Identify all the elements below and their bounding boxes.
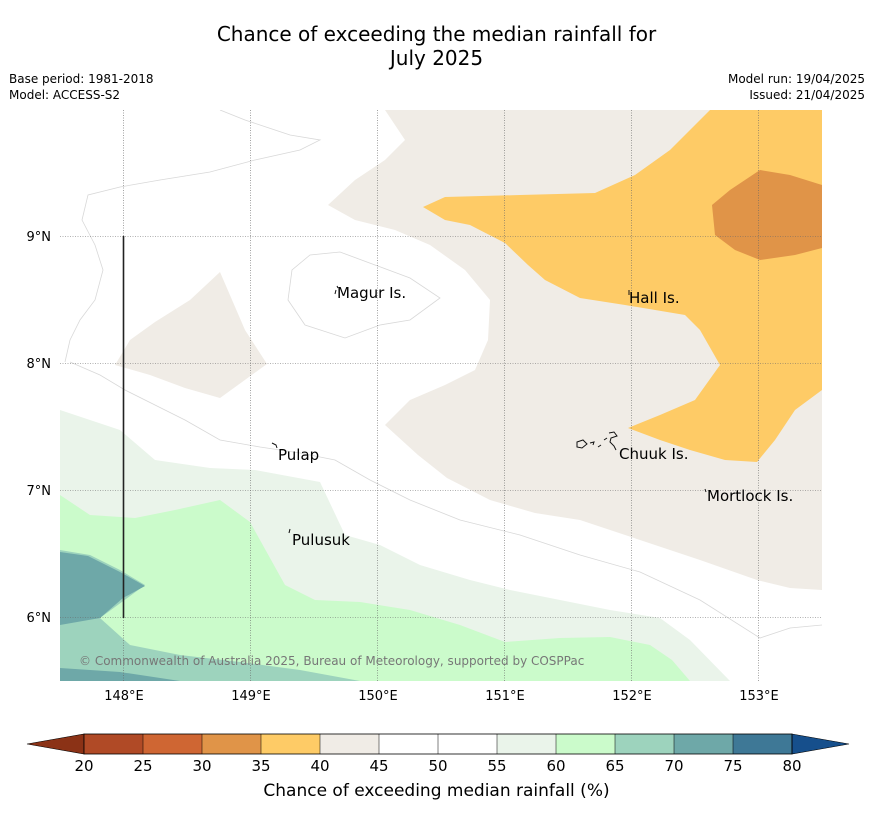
y-tick-label: 6°N bbox=[27, 611, 52, 626]
place-label-pulap: Pulap bbox=[278, 446, 319, 464]
issued-date: Issued: 21/04/2025 bbox=[749, 88, 865, 102]
x-axis: 148°E 149°E 150°E 151°E 152°E 153°E bbox=[104, 689, 779, 704]
colorbar-tick-label: 35 bbox=[251, 757, 270, 775]
colorbar-tick-label: 60 bbox=[546, 757, 565, 775]
base-period: Base period: 1981-2018 bbox=[9, 72, 154, 86]
colorbar-tick-label: 80 bbox=[782, 757, 801, 775]
y-tick-label: 7°N bbox=[27, 484, 52, 499]
colorbar-tick-label: 30 bbox=[192, 757, 211, 775]
colorbar-tick-label: 45 bbox=[369, 757, 388, 775]
colorbar-bin bbox=[556, 734, 615, 754]
region-70-75-south bbox=[60, 668, 180, 681]
colorbar-tick-label: 70 bbox=[664, 757, 683, 775]
region-30-35 bbox=[712, 170, 822, 260]
colorbar-dividers bbox=[142, 734, 734, 754]
colorbar-bin bbox=[615, 734, 674, 754]
island-marks bbox=[271, 285, 707, 534]
magur-island-mark bbox=[334, 285, 339, 295]
colorbar-tick-label: 65 bbox=[605, 757, 624, 775]
colorbar: 20 25 30 35 40 45 50 55 60 65 70 75 80 bbox=[26, 733, 850, 775]
colorbar-bin bbox=[438, 734, 497, 754]
base-info: Base period: 1981-2018 Model: ACCESS-S2 bbox=[9, 71, 154, 103]
colorbar-bin bbox=[497, 734, 556, 754]
colorbar-tick-label: 50 bbox=[428, 757, 447, 775]
colorbar-bin bbox=[320, 734, 379, 754]
colorbar-bin bbox=[84, 734, 143, 754]
x-tick-label: 152°E bbox=[612, 689, 652, 704]
colorbar-bin bbox=[379, 734, 438, 754]
region-60-65 bbox=[60, 495, 690, 681]
title-line-1: Chance of exceeding the median rainfall … bbox=[216, 22, 657, 46]
place-label-hall: Hall Is. bbox=[629, 289, 680, 307]
x-tick-label: 150°E bbox=[358, 689, 398, 704]
place-label-magur: Magur Is. bbox=[337, 284, 406, 302]
colorbar-over-arrow bbox=[791, 733, 850, 755]
y-axis: 9°N 8°N 7°N 6°N bbox=[27, 230, 52, 626]
x-tick-label: 151°E bbox=[485, 689, 525, 704]
map-title: Chance of exceeding the median rainfall … bbox=[0, 22, 873, 70]
map-area: Magur Is. Hall Is. Pulap Chuuk Is. Mortl… bbox=[60, 110, 822, 681]
run-info: Model run: 19/04/2025 Issued: 21/04/2025 bbox=[728, 71, 865, 103]
colorbar-tick-label: 75 bbox=[723, 757, 742, 775]
colorbar-bin bbox=[143, 734, 202, 754]
contour-line-mid bbox=[69, 361, 822, 639]
x-tick-label: 148°E bbox=[104, 689, 144, 704]
colorbar-tick-label: 40 bbox=[310, 757, 329, 775]
colorbar-bin bbox=[733, 734, 792, 754]
model-name: Model: ACCESS-S2 bbox=[9, 88, 121, 102]
colorbar-tick-label: 55 bbox=[487, 757, 506, 775]
colorbar-title: Chance of exceeding median rainfall (%) bbox=[263, 781, 610, 801]
colorbar-bin bbox=[202, 734, 261, 754]
colorbar-under-arrow bbox=[26, 733, 85, 755]
place-label-mortlock: Mortlock Is. bbox=[707, 487, 793, 505]
place-label-chuuk: Chuuk Is. bbox=[619, 445, 688, 463]
chuuk-islands-mark bbox=[576, 431, 618, 451]
x-tick-label: 149°E bbox=[231, 689, 271, 704]
y-tick-label: 8°N bbox=[27, 357, 52, 372]
y-tick-label: 9°N bbox=[27, 230, 52, 245]
contour-line-magur bbox=[287, 251, 441, 339]
model-run-date: Model run: 19/04/2025 bbox=[727, 72, 865, 86]
colorbar-tick-label: 25 bbox=[133, 757, 152, 775]
pulusuk-island-mark bbox=[288, 528, 291, 534]
pulap-island-mark bbox=[271, 442, 278, 449]
copyright-notice: © Commonwealth of Australia 2025, Bureau… bbox=[79, 654, 584, 668]
colorbar-tick-label: 20 bbox=[74, 757, 93, 775]
region-40-45-west bbox=[115, 272, 267, 398]
place-label-pulusuk: Pulusuk bbox=[292, 531, 350, 549]
region-70-75-west bbox=[60, 552, 145, 625]
colorbar-ticks: 20 25 30 35 40 45 50 55 60 65 70 75 80 bbox=[74, 757, 801, 775]
mortlock-island-mark bbox=[704, 488, 707, 493]
colorbar-bin bbox=[674, 734, 733, 754]
contour-line-north bbox=[64, 110, 322, 363]
title-line-2: July 2025 bbox=[389, 46, 484, 70]
x-tick-label: 153°E bbox=[739, 689, 779, 704]
colorbar-bin bbox=[261, 734, 320, 754]
